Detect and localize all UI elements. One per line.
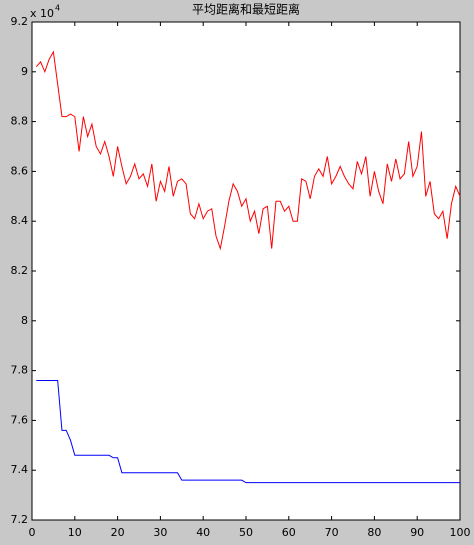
y-tick-label: 8.6 xyxy=(11,164,29,177)
y-tick-label: 8 xyxy=(21,314,28,327)
x-tick-label: 10 xyxy=(68,526,82,539)
y-tick-label: 7.8 xyxy=(11,364,29,377)
chart-title: 平均距离和最短距离 xyxy=(192,2,300,17)
x-tick-label: 0 xyxy=(29,526,36,539)
y-tick-label: 9 xyxy=(21,65,28,78)
x-tick-label: 80 xyxy=(367,526,381,539)
y-tick-label: 7.4 xyxy=(11,463,29,476)
x-tick-label: 20 xyxy=(111,526,125,539)
y-tick-label: 8.4 xyxy=(11,214,29,227)
plot-area xyxy=(31,21,461,521)
x-tick-label: 40 xyxy=(196,526,210,539)
y-tick-label: 7.6 xyxy=(11,413,29,426)
y-tick-label: 8.8 xyxy=(11,115,29,128)
y-multiplier: x 10 xyxy=(30,7,54,20)
x-tick-label: 90 xyxy=(410,526,424,539)
y-tick-label: 7.2 xyxy=(11,513,29,526)
y-tick-label: 8.2 xyxy=(11,264,29,277)
x-tick-label: 70 xyxy=(325,526,339,539)
x-tick-label: 100 xyxy=(450,526,471,539)
data-line xyxy=(36,380,460,484)
y-multiplier-exp: 4 xyxy=(55,4,60,13)
y-tick-label: 9.2 xyxy=(11,15,29,28)
x-tick-label: 60 xyxy=(282,526,296,539)
data-line xyxy=(35,50,461,251)
x-tick-label: 30 xyxy=(153,526,167,539)
x-tick-label: 50 xyxy=(239,526,253,539)
